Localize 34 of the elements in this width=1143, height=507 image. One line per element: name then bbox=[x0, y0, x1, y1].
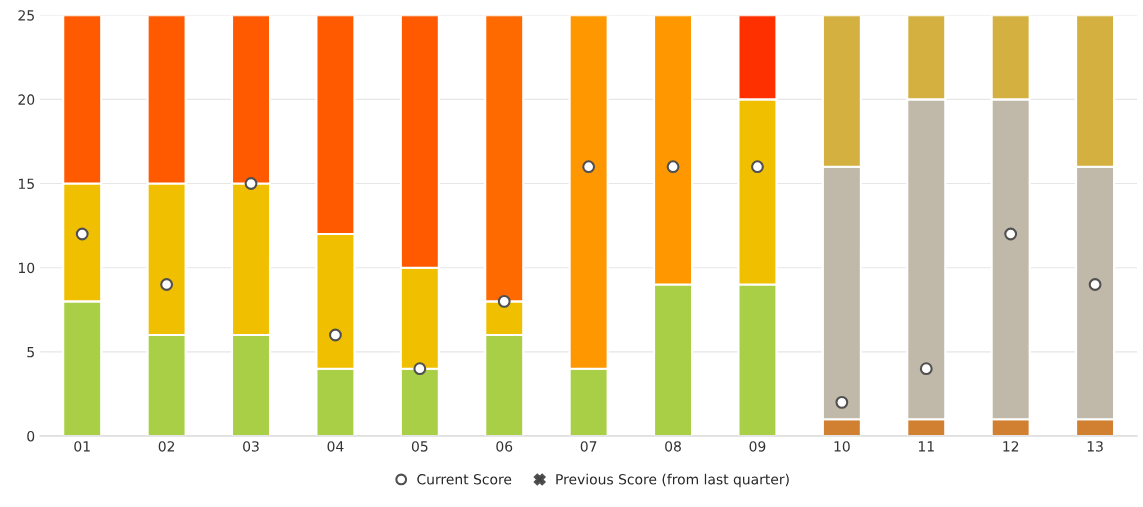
point bbox=[1088, 278, 1102, 291]
point bbox=[244, 177, 258, 190]
y-tick-label: 10 bbox=[19, 262, 35, 274]
point bbox=[160, 278, 174, 291]
point bbox=[413, 362, 427, 376]
x-tick-label: 04 bbox=[327, 441, 344, 452]
point bbox=[582, 160, 596, 174]
x-tick-label: 12 bbox=[1003, 441, 1019, 452]
x-tick-label: 02 bbox=[158, 441, 175, 452]
x-tick-label: 07 bbox=[580, 441, 597, 452]
y-tick-label: 15 bbox=[19, 178, 34, 190]
point bbox=[75, 227, 89, 241]
x-tick-label: 05 bbox=[411, 441, 428, 452]
point bbox=[497, 294, 511, 308]
y-tick-label: 0 bbox=[27, 430, 35, 442]
point bbox=[751, 160, 764, 174]
point bbox=[919, 362, 933, 376]
x-tick-label: 09 bbox=[749, 441, 766, 452]
y-tick-label: 5 bbox=[27, 347, 34, 358]
y-tick-label: 20 bbox=[18, 94, 35, 105]
point bbox=[1004, 227, 1018, 241]
point bbox=[329, 328, 342, 342]
x-tick-label: 08 bbox=[665, 441, 681, 452]
point bbox=[835, 395, 849, 409]
x-tick-label: 13 bbox=[1087, 441, 1103, 452]
legend-label: Current Score bbox=[417, 474, 512, 485]
x-tick-label: 01 bbox=[74, 441, 90, 452]
x-tick-label: 03 bbox=[243, 441, 259, 452]
x-tick-label: 06 bbox=[496, 441, 513, 452]
y-tick-label: 25 bbox=[18, 10, 34, 21]
legend-label: Previous Score (from last quarter) bbox=[556, 473, 789, 488]
x-tick-label: 10 bbox=[834, 441, 850, 452]
x-tick-label: 11 bbox=[918, 441, 934, 452]
point bbox=[666, 160, 680, 174]
